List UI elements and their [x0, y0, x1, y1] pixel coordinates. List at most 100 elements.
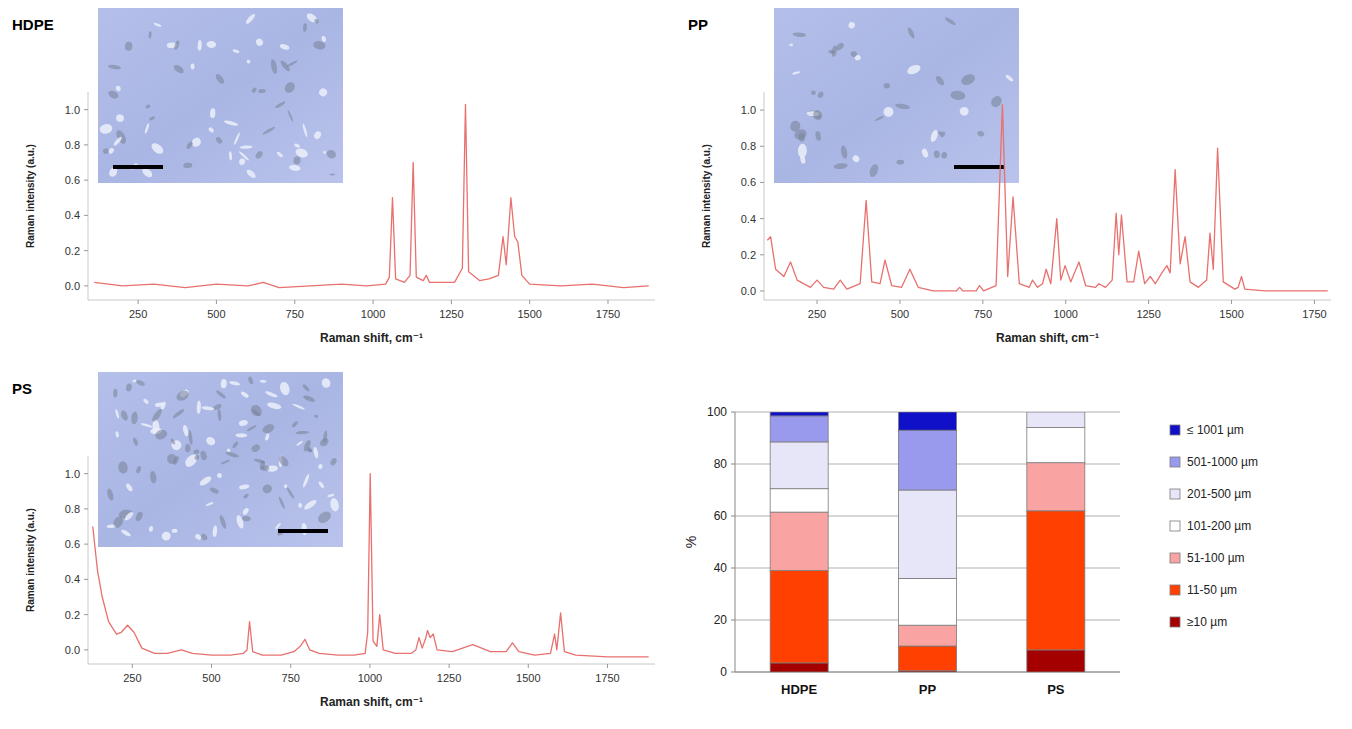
particle [939, 131, 946, 138]
particle [317, 463, 323, 469]
particle [323, 151, 325, 154]
y-axis [735, 412, 736, 672]
particle [302, 439, 312, 452]
x-tick [1148, 300, 1149, 304]
particle [989, 94, 1004, 109]
particle [321, 35, 327, 42]
particle [789, 43, 793, 46]
particle [235, 433, 247, 437]
particle [172, 63, 185, 75]
scale-bar [113, 165, 163, 169]
spectrum-line [93, 474, 649, 657]
particle [249, 403, 264, 419]
y-tick [84, 579, 88, 580]
spectrum-line [94, 104, 648, 287]
particle [302, 394, 315, 403]
particle [172, 455, 180, 465]
bar-panel: 020406080100HDPEPPPS%≤ 1001 µm501-1000 µ… [683, 405, 1258, 697]
particle [260, 380, 267, 383]
legend-swatch [1170, 489, 1180, 499]
x-tick-label: 1250 [1136, 308, 1160, 320]
particle [150, 141, 166, 156]
y-tick [760, 182, 764, 183]
particle [303, 498, 318, 511]
particle [941, 152, 948, 159]
figure: 25050075010001250150017500.00.20.40.60.8… [0, 0, 1352, 729]
panel-title: HDPE [12, 16, 54, 33]
y-tick-label: 1.0 [65, 104, 80, 116]
panel-title: PS [12, 380, 32, 397]
particle [258, 89, 266, 93]
particle [318, 87, 329, 98]
bar-segment [770, 412, 828, 416]
particle [154, 402, 163, 408]
x-axis-title: Raman shift, cm⁻¹ [320, 695, 423, 709]
category-label: PS [1047, 682, 1065, 697]
particle [261, 466, 269, 472]
particle [293, 156, 302, 165]
particle [274, 100, 286, 109]
y-tick-label: 0.2 [741, 249, 756, 261]
y-tick [84, 250, 88, 251]
particle [140, 422, 153, 428]
legend-swatch [1170, 457, 1180, 467]
bar-segment [770, 416, 828, 442]
particle [115, 85, 122, 92]
particle [217, 408, 222, 421]
particle [283, 484, 288, 489]
particle [193, 449, 200, 455]
particle [316, 509, 333, 525]
particle [278, 496, 286, 509]
particle [215, 136, 223, 145]
legend-swatch [1170, 553, 1180, 563]
particle [123, 511, 134, 522]
particle [223, 119, 238, 126]
micrograph [98, 8, 343, 183]
bar-segment [770, 442, 828, 489]
particle [115, 431, 119, 438]
y-tick-label: 0.8 [65, 503, 80, 515]
y-tick [84, 285, 88, 286]
y-tick [84, 180, 88, 181]
particle [205, 435, 217, 447]
particle [214, 73, 226, 86]
particle [113, 389, 117, 398]
x-tick-label: 1000 [361, 308, 385, 320]
bar-segment [899, 646, 957, 671]
particle [977, 130, 985, 137]
y-tick [760, 218, 764, 219]
bar-segment [899, 625, 957, 646]
particle [239, 484, 250, 490]
y-tick [760, 290, 764, 291]
x-tick [607, 664, 608, 668]
particle [172, 529, 178, 533]
particle [318, 437, 330, 448]
particle [812, 109, 824, 122]
particle [291, 420, 299, 428]
particle [305, 12, 319, 25]
particle [242, 507, 250, 516]
y-tick [84, 215, 88, 216]
particle [145, 104, 151, 109]
particle [194, 454, 201, 461]
particle [815, 131, 822, 142]
y-tick [731, 516, 735, 517]
particle [318, 481, 325, 489]
x-tick-label: 1000 [1053, 308, 1077, 320]
particle [277, 454, 290, 468]
particle [231, 441, 239, 449]
particle [112, 136, 122, 147]
micrograph [774, 8, 1019, 183]
particle [150, 408, 163, 423]
x-tick [899, 300, 900, 304]
particle [218, 514, 227, 529]
legend-swatch [1170, 425, 1180, 435]
x-tick-label: 500 [207, 308, 225, 320]
x-tick-label: 1250 [439, 308, 463, 320]
bar-segment [1027, 428, 1085, 463]
bar-segment [899, 412, 957, 430]
legend: ≤ 1001 µm501-1000 µm201-500 µm101-200 µm… [1170, 423, 1258, 629]
particle [209, 486, 220, 494]
particle [327, 493, 335, 498]
particle [833, 162, 848, 169]
